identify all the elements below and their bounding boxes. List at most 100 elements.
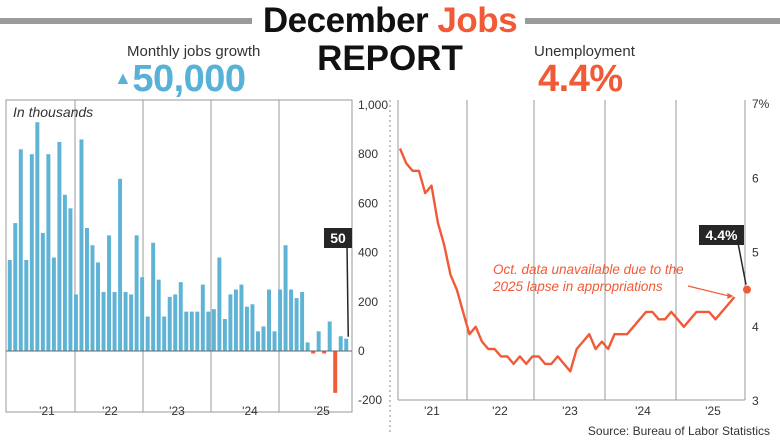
- unemp-y-tick-label: 6: [752, 171, 759, 185]
- jobs-bar: [267, 289, 271, 351]
- jobs-x-tick-label: '25: [314, 404, 330, 418]
- unemployment-label: Unemployment: [534, 43, 635, 60]
- jobs-bar: [327, 321, 332, 351]
- jobs-label: Monthly jobs growth: [127, 43, 261, 60]
- jobs-value: ▲50,000: [114, 58, 246, 101]
- jobs-bar: [228, 294, 233, 351]
- jobs-bar: [289, 289, 294, 351]
- jobs-bar: [24, 259, 29, 351]
- jobs-bar: [134, 235, 139, 351]
- jobs-bar: [13, 223, 18, 351]
- unemp-y-tick-label: 3: [752, 394, 759, 408]
- jobs-bar: [272, 331, 277, 351]
- jobs-y-tick-label: 200: [358, 295, 378, 309]
- jobs-x-tick-label: '24: [242, 404, 258, 418]
- jobs-y-tick-label: 600: [358, 196, 378, 210]
- jobs-bar: [62, 194, 67, 351]
- unemp-y-tick-label: 5: [752, 246, 759, 260]
- unemp-x-tick-label: '21: [424, 404, 440, 418]
- jobs-unit-note: In thousands: [13, 104, 94, 120]
- jobs-bar: [189, 311, 194, 351]
- jobs-bar: [29, 154, 34, 351]
- jobs-bar: [294, 298, 299, 351]
- jobs-bar: [173, 294, 178, 351]
- jobs-bar: [68, 208, 73, 351]
- unemp-y-tick-label: 7%: [752, 97, 770, 111]
- jobs-bar: [162, 316, 167, 351]
- unemp-callout-leader: [737, 242, 747, 285]
- jobs-chart-frame: [5, 99, 353, 413]
- jobs-bar: [256, 331, 260, 351]
- jobs-bar: [222, 319, 227, 351]
- jobs-bar: [278, 289, 283, 351]
- jobs-callout-leader: [346, 244, 349, 337]
- jobs-callout-text: 50: [330, 230, 346, 246]
- jobs-bar: [35, 122, 40, 351]
- jobs-bar: [211, 309, 216, 351]
- unemp-x-tick-label: '23: [562, 404, 578, 418]
- jobs-bar: [57, 141, 62, 351]
- jobs-bar: [129, 294, 134, 351]
- page-title: December Jobs: [0, 2, 780, 40]
- jobs-bar: [206, 311, 211, 351]
- unemp-annotation-line2: 2025 lapse in appropriations: [492, 279, 663, 294]
- jobs-bar: [112, 291, 117, 351]
- jobs-bar: [244, 306, 249, 351]
- page-title-line2: REPORT: [317, 39, 463, 78]
- jobs-bar: [140, 277, 145, 351]
- title-accent-word: Jobs: [437, 1, 518, 40]
- up-arrow-icon: ▲: [114, 68, 132, 88]
- jobs-chart: -200 0 200 400 600 800 1,000 '21 '22 '23 '24 '25 50: [5, 98, 388, 418]
- unemp-callout-box: [699, 225, 744, 245]
- jobs-bar: [73, 294, 78, 351]
- jobs-x-tick-label: '21: [39, 404, 55, 418]
- jobs-bar: [217, 257, 222, 351]
- unemp-y-tick-label: 4: [752, 320, 759, 334]
- jobs-callout-box: [324, 228, 352, 248]
- jobs-bar: [344, 338, 349, 351]
- source-note: Source: Bureau of Labor Statistics: [587, 424, 770, 438]
- jobs-bar: [145, 316, 150, 351]
- jobs-bar: [79, 139, 84, 351]
- jobs-bar: [250, 304, 255, 351]
- unemployment-line: [400, 149, 747, 372]
- jobs-x-tick-label: '22: [102, 404, 118, 418]
- jobs-y-tick-label: -200: [358, 393, 382, 407]
- jobs-bar: [151, 242, 156, 351]
- jobs-bar: [118, 178, 123, 351]
- jobs-bar: [338, 336, 343, 351]
- jobs-bar: [200, 284, 205, 351]
- unemp-callout-text: 4.4%: [706, 227, 738, 243]
- jobs-bar: [123, 291, 128, 351]
- jobs-x-tick-label: '23: [169, 404, 185, 418]
- unemployment-chart: 3 4 5 6 7% '21 '22 '23 '24 '25 Oct. data unavailab…: [397, 97, 770, 418]
- jobs-bar: [333, 351, 338, 393]
- jobs-bar: [51, 257, 56, 351]
- jobs-bar: [101, 291, 106, 351]
- header-rule-left: [0, 18, 252, 24]
- jobs-bar: [167, 296, 172, 351]
- jobs-bar: [195, 311, 200, 351]
- jobs-y-tick-label: 800: [358, 147, 378, 161]
- jobs-bar: [96, 262, 100, 351]
- unemp-x-tick-label: '24: [635, 404, 651, 418]
- unemp-annotation-arrowhead: [727, 293, 734, 300]
- jobs-y-tick-label: 1,000: [358, 98, 388, 112]
- jobs-bar: [261, 326, 266, 351]
- header-rule-right: [525, 18, 780, 24]
- jobs-bar: [239, 284, 244, 351]
- jobs-y-tick-label: 0: [358, 344, 365, 358]
- jobs-bar: [233, 289, 238, 351]
- jobs-bar: [46, 154, 51, 351]
- jobs-bar: [305, 342, 310, 351]
- unemp-annotation-line1: Oct. data unavailable due to the: [493, 262, 684, 277]
- jobs-bar: [156, 279, 161, 351]
- jobs-bar: [184, 311, 189, 351]
- jobs-bar: [18, 149, 23, 351]
- jobs-value-text: 50,000: [132, 58, 246, 100]
- jobs-bar: [40, 232, 45, 351]
- jobs-bar: [90, 245, 95, 351]
- jobs-bar: [316, 331, 321, 351]
- jobs-bar: [7, 259, 12, 351]
- jobs-y-tick-label: 400: [358, 246, 378, 260]
